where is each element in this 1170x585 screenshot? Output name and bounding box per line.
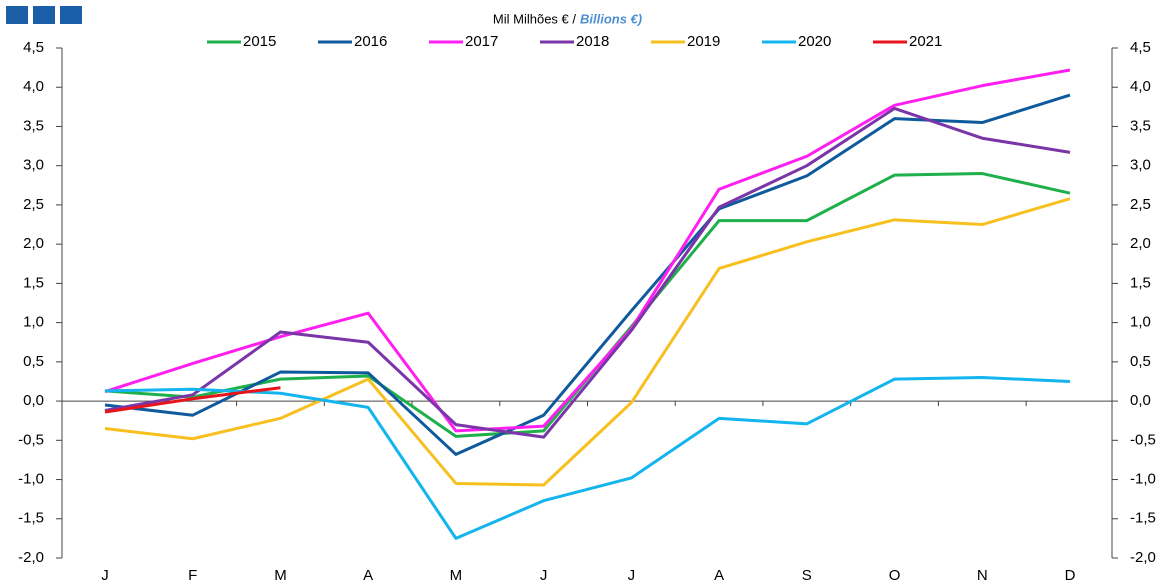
y-tick-label-left: -0,5 — [18, 431, 44, 448]
y-tick-label-left: -2,0 — [18, 549, 44, 566]
x-tick-label: D — [1065, 567, 1076, 584]
logo-square — [33, 6, 55, 24]
y-tick-label-left: -1,5 — [18, 510, 44, 527]
y-tick-label-left: 1,5 — [23, 274, 44, 291]
x-tick-label: M — [274, 567, 287, 584]
y-tick-label-left: 0,5 — [23, 353, 44, 370]
y-tick-label-right: 2,0 — [1130, 235, 1151, 252]
y-tick-label-right: -1,5 — [1130, 510, 1156, 527]
series-line — [104, 68, 1071, 433]
logo-square — [60, 6, 82, 24]
x-tick-label: J — [101, 567, 109, 584]
y-tick-label-right: -0,5 — [1130, 431, 1156, 448]
y-tick-label-right: -1,0 — [1130, 471, 1156, 488]
x-tick-label: J — [628, 567, 636, 584]
series-line — [104, 376, 1071, 540]
y-tick-label-left: 0,0 — [23, 392, 44, 409]
legend-label: 2015 — [243, 33, 276, 50]
x-tick-label: S — [802, 567, 812, 584]
y-tick-label-right: 3,0 — [1130, 157, 1151, 174]
y-tick-label-right: 2,5 — [1130, 196, 1151, 213]
series-line — [104, 386, 281, 414]
x-tick-label: N — [977, 567, 988, 584]
y-tick-label-left: -1,0 — [18, 471, 44, 488]
x-tick-label: A — [363, 567, 373, 584]
legend-label: 2016 — [354, 33, 387, 50]
y-tick-label-left: 4,0 — [23, 78, 44, 95]
x-tick-label: F — [188, 567, 197, 584]
chart-subtitle: Billions €) — [580, 11, 642, 26]
logo-square — [6, 6, 28, 24]
y-tick-label-right: 4,0 — [1130, 78, 1151, 95]
y-tick-label-right: -2,0 — [1130, 549, 1156, 566]
y-tick-label-right: 1,5 — [1130, 274, 1151, 291]
y-tick-label-left: 1,0 — [23, 314, 44, 331]
x-tick-label: M — [450, 567, 463, 584]
legend-label: 2019 — [687, 33, 720, 50]
y-tick-label-right: 0,0 — [1130, 392, 1151, 409]
legend-label: 2018 — [576, 33, 609, 50]
y-tick-label-left: 2,0 — [23, 235, 44, 252]
series-line — [104, 106, 1071, 439]
legend-label: 2017 — [465, 33, 498, 50]
y-tick-label-right: 0,5 — [1130, 353, 1151, 370]
y-tick-label-left: 4,5 — [23, 39, 44, 56]
series-line — [104, 172, 1071, 438]
y-tick-label-left: 3,0 — [23, 157, 44, 174]
x-tick-label: O — [889, 567, 901, 584]
y-tick-label-left: 2,5 — [23, 196, 44, 213]
y-tick-label-right: 3,5 — [1130, 117, 1151, 134]
logo — [6, 6, 82, 24]
legend-label: 2020 — [798, 33, 831, 50]
series-line — [104, 93, 1071, 456]
x-tick-label: J — [540, 567, 548, 584]
y-tick-label-right: 1,0 — [1130, 314, 1151, 331]
series-line — [104, 197, 1071, 487]
y-tick-label-right: 4,5 — [1130, 39, 1151, 56]
x-tick-label: A — [714, 567, 724, 584]
chart-title: Mil Milhões € / — [493, 11, 576, 26]
legend-label: 2021 — [909, 33, 942, 50]
y-tick-label-left: 3,5 — [23, 117, 44, 134]
